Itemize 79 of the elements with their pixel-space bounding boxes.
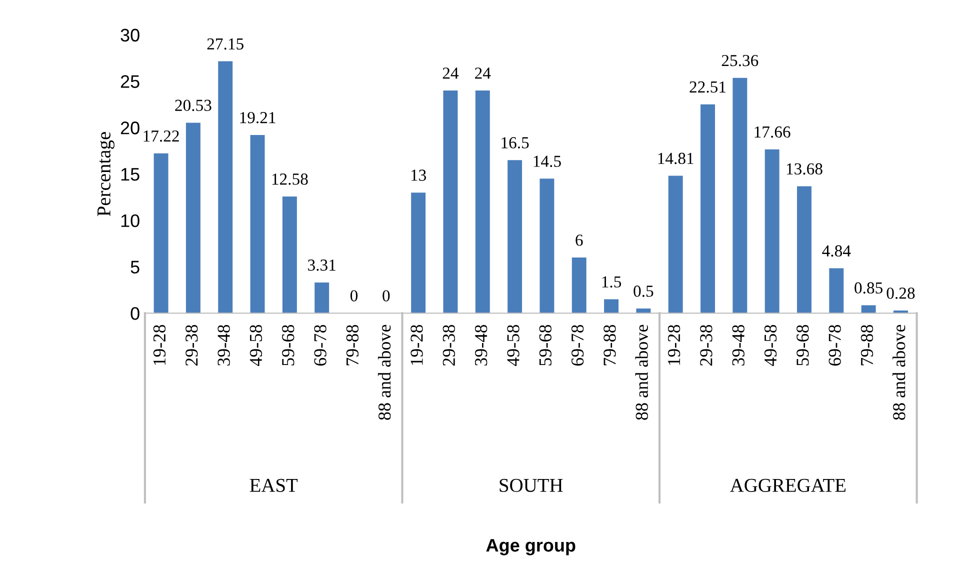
bar	[797, 186, 812, 314]
text: Age group	[486, 539, 576, 556]
bar	[700, 104, 715, 314]
bar	[282, 196, 297, 314]
data-label: 27.15	[207, 38, 244, 50]
data-label: 0.5	[634, 286, 654, 297]
x-tick-label: 59-68	[539, 324, 552, 366]
bar	[475, 90, 490, 314]
x-tick-label: 39-48	[218, 324, 230, 366]
data-label: 6	[576, 234, 583, 246]
bar	[186, 122, 200, 314]
data-label: 0.28	[886, 288, 915, 299]
data-label: 17.22	[144, 130, 179, 142]
y-tick-label: 0	[130, 307, 140, 320]
bar	[764, 149, 780, 314]
data-label: 16.5	[502, 137, 529, 148]
bar	[250, 134, 265, 314]
x-tick-label: 19-28	[410, 324, 423, 365]
x-tick-label: 69-78	[314, 324, 326, 366]
y-tick-label: 10	[121, 214, 140, 228]
y-axis-title: Percentage	[98, 132, 114, 216]
data-label: 20.53	[175, 100, 212, 112]
x-tick-label: 88 and above	[892, 324, 906, 420]
x-tick-label: 39-48	[474, 324, 488, 366]
y-tick-label: 20	[120, 122, 140, 134]
x-tick-label: 79-88	[604, 324, 616, 366]
text: AGGREGATE	[730, 478, 846, 492]
x-tick-label: 49-58	[507, 324, 520, 366]
bar	[540, 178, 554, 314]
x-tick-label: 69-78	[828, 324, 841, 366]
x-tick-label: 49-58	[250, 324, 262, 366]
bar	[443, 90, 458, 314]
x-tick-label: 79-88	[860, 324, 874, 366]
bar	[218, 61, 233, 314]
bar	[411, 192, 426, 314]
bar	[668, 176, 683, 314]
data-label: 12.58	[272, 173, 308, 185]
x-tick-label: 88 and above	[635, 324, 648, 420]
x-tick-label: 69-78	[571, 324, 584, 366]
x-tick-label: 19-28	[668, 324, 680, 365]
x-tick-label: 29-38	[700, 324, 712, 366]
bar	[154, 153, 168, 314]
data-label: 13	[411, 170, 426, 181]
data-label: 13.68	[786, 163, 822, 175]
y-tick-label: 5	[130, 260, 140, 274]
bar	[572, 258, 586, 314]
bar	[732, 78, 748, 314]
text: EAST	[250, 478, 298, 492]
x-tick-label: 19-28	[153, 324, 166, 365]
data-label: 22.51	[690, 81, 726, 93]
data-label: 4.84	[822, 245, 851, 257]
x-tick-label: 49-58	[764, 324, 777, 366]
x-tick-label: 59-68	[282, 324, 294, 366]
y-tick-label: 25	[120, 75, 140, 88]
data-label: 0	[350, 290, 358, 302]
data-label: 0	[382, 290, 390, 302]
data-label: 17.66	[754, 126, 790, 138]
x-tick-label: 29-38	[186, 324, 198, 366]
x-tick-label: 79-88	[346, 324, 359, 366]
x-tick-label: 88 and above	[378, 324, 391, 420]
bar	[508, 160, 522, 314]
bar	[314, 282, 330, 314]
data-label: 19.21	[240, 112, 276, 124]
x-tick-label: 59-68	[796, 324, 809, 366]
bar	[604, 299, 619, 314]
data-label: 25.36	[722, 54, 758, 66]
x-tick-label: 39-48	[732, 324, 744, 366]
data-label: 1.5	[602, 276, 622, 288]
x-tick-label: 29-38	[442, 324, 455, 366]
data-label: 3.31	[308, 260, 336, 271]
text: SOUTH	[500, 478, 563, 492]
data-label: 14.5	[534, 156, 561, 167]
data-label: 24	[475, 68, 491, 79]
data-label: 0.85	[854, 282, 882, 294]
data-label: 24	[442, 68, 459, 79]
y-tick-label: 15	[121, 168, 140, 181]
y-tick-label: 30	[120, 28, 140, 42]
bar	[829, 268, 844, 314]
data-label: 14.81	[658, 152, 694, 164]
